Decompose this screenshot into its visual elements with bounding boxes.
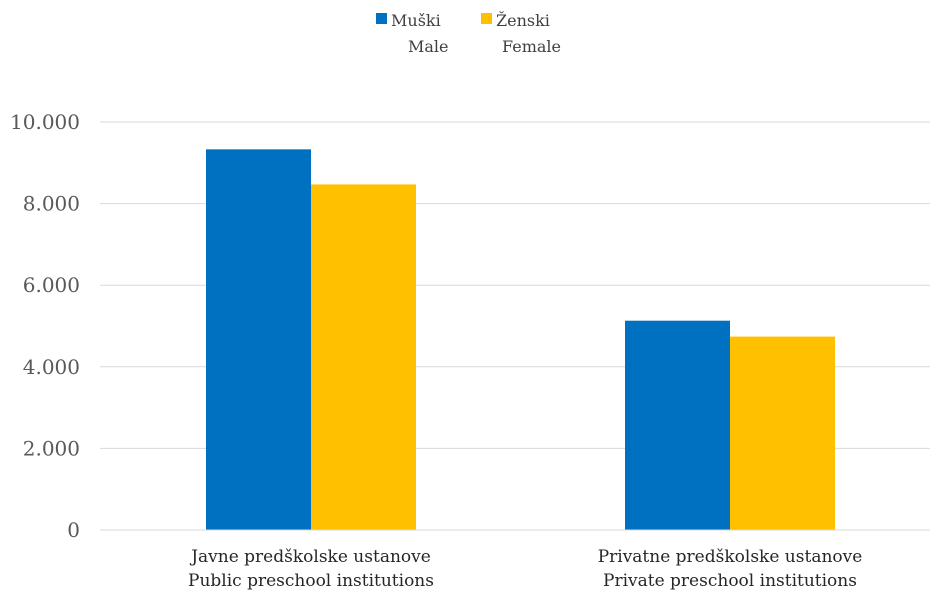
legend-label-male-line2: Male [408, 37, 449, 56]
bar-female-private [730, 336, 835, 530]
category-label-public-line1: Javne predškolske ustanove [189, 547, 431, 567]
bar-male-public [206, 149, 311, 530]
y-tick-label: 8.000 [23, 192, 80, 216]
legend-swatch-male [376, 13, 387, 24]
bar-male-private [625, 320, 730, 530]
category-label-private-line2: Private preschool institutions [603, 571, 857, 591]
y-tick-label: 10.000 [10, 110, 80, 134]
legend-label-female-line2: Female [502, 37, 561, 56]
legend-label-female-line1: Ženski [496, 10, 550, 30]
y-tick-label: 0 [67, 518, 80, 542]
bar-female-public [311, 184, 416, 530]
legend-swatch-female [481, 13, 492, 24]
y-tick-label: 2.000 [23, 436, 80, 460]
legend: Muški Male Ženski Female [376, 10, 561, 56]
x-axis-labels: Javne predškolske ustanove Public presch… [188, 547, 862, 591]
y-axis-labels: 0 2.000 4.000 6.000 8.000 10.000 [10, 110, 80, 542]
bars [206, 149, 835, 530]
category-label-private-line1: Privatne predškolske ustanove [598, 547, 863, 567]
y-tick-label: 6.000 [23, 273, 80, 297]
y-tick-label: 4.000 [23, 355, 80, 379]
category-label-public-line2: Public preschool institutions [188, 571, 434, 591]
legend-label-male-line1: Muški [391, 11, 441, 30]
